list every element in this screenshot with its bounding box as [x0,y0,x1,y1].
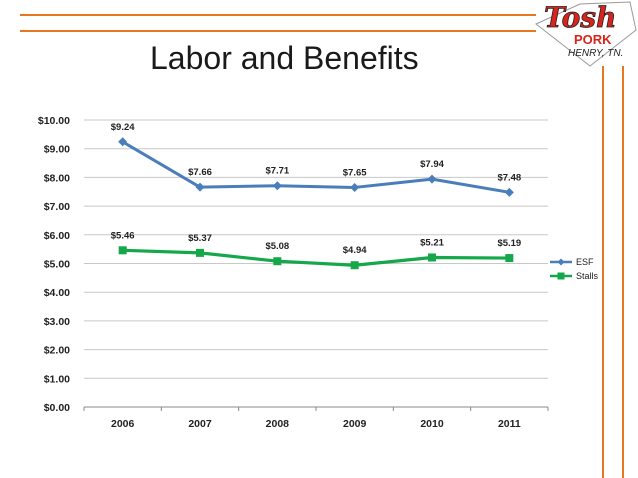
data-label-esf: $7.66 [188,167,212,178]
y-tick-label: $8.00 [44,172,70,184]
data-label-stalls: $5.37 [188,233,212,244]
y-tick-label: $10.00 [38,115,70,127]
data-point-esf [272,181,282,191]
data-point-stalls [118,246,127,255]
logo-badge-shape [535,1,637,67]
slide-title: Labor and Benefits [150,40,419,76]
x-tick-label: 2006 [111,418,135,430]
series-line-esf [121,140,510,194]
y-tick-label: $0.00 [44,402,70,414]
x-tick-label: 2011 [498,418,521,430]
data-point-stalls [428,253,436,262]
data-point-esf [427,174,437,184]
legend-marker-esf [557,258,565,266]
y-tick-label: $4.00 [44,287,70,299]
data-point-esf [118,137,128,147]
data-label-esf: $9.24 [111,122,135,133]
data-label-esf: $7.48 [497,172,521,183]
legend-label-stalls: Stalls [576,271,599,281]
logo-text-tosh: Tosh [544,1,616,34]
data-point-stalls [505,254,514,263]
data-label-esf: $7.65 [343,167,367,178]
series-line-stalls [122,248,510,267]
data-label-stalls: $5.19 [497,238,521,249]
y-tick-label: $2.00 [44,345,70,357]
data-label-esf: $7.71 [265,166,289,177]
top-rule-lower [20,30,536,32]
data-label-stalls: $4.94 [343,245,367,256]
data-point-stalls [350,261,359,270]
data-label-stalls: $5.08 [265,241,289,252]
y-tick-label: $7.00 [44,201,70,213]
data-point-esf [504,187,514,197]
y-tick-label: $1.00 [44,373,70,385]
x-tick-label: 2008 [266,418,290,430]
data-label-stalls: $5.46 [111,230,135,241]
x-tick-label: 2009 [343,418,367,430]
top-rule-upper [20,14,536,16]
data-point-esf [350,182,360,192]
x-tick-label: 2007 [188,418,212,430]
data-label-esf: $7.94 [420,159,444,170]
logo-text-pork: PORK [574,32,612,47]
right-rule-left [602,66,604,478]
data-label-stalls: $5.21 [420,237,444,248]
x-tick-label: 2010 [420,418,444,430]
legend-marker-stalls [557,272,565,280]
tosh-pork-logo: Tosh PORK HENRY, TN. [535,1,637,67]
right-rule-right [622,66,624,478]
data-point-esf [195,182,205,192]
logo-text-location: HENRY, TN. [568,48,623,59]
data-point-stalls [196,248,204,257]
y-tick-label: $6.00 [44,230,70,242]
legend-label-esf: ESF [576,257,594,267]
data-point-stalls [273,257,282,266]
y-tick-label: $3.00 [44,316,70,328]
y-tick-label: $5.00 [44,259,70,271]
y-tick-label: $9.00 [44,144,70,156]
